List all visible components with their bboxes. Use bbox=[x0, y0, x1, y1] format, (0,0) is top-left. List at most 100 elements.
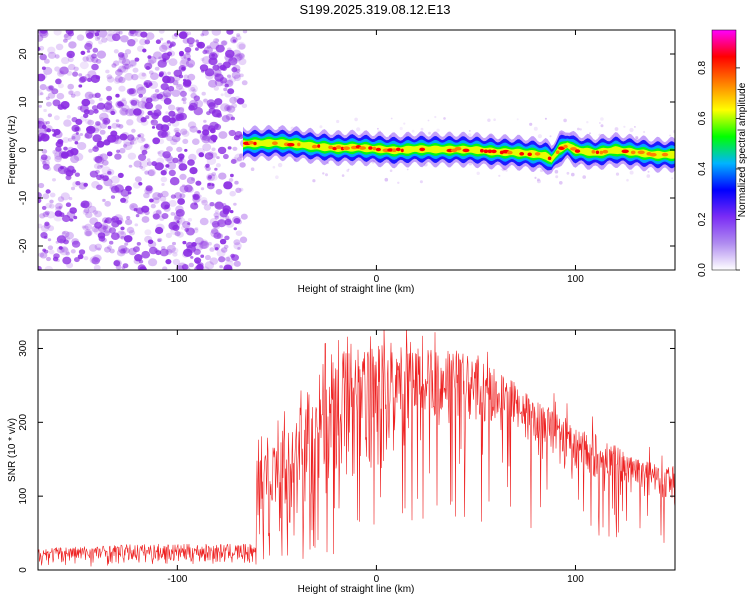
ridge-peak bbox=[343, 146, 350, 150]
noise-blob bbox=[106, 76, 115, 83]
noise-blob bbox=[110, 110, 116, 115]
noise-blob bbox=[52, 256, 59, 262]
noise-blob bbox=[116, 123, 121, 128]
noise-blob bbox=[228, 57, 238, 66]
noise-blob bbox=[237, 156, 242, 162]
ridge-peak bbox=[519, 152, 525, 156]
noise-blob bbox=[116, 249, 126, 257]
noise-blob bbox=[221, 114, 231, 123]
noise-blob bbox=[68, 197, 73, 201]
noise-blob bbox=[154, 66, 160, 71]
noise-blob bbox=[38, 117, 45, 124]
noise-blob bbox=[68, 63, 76, 71]
noise-blob bbox=[610, 135, 615, 139]
noise-blob bbox=[187, 217, 193, 222]
noise-blob bbox=[221, 40, 228, 46]
ridge-peak bbox=[287, 142, 295, 147]
snr-ticks: -100 0 100 0 100 200 300 bbox=[18, 330, 675, 585]
noise-blob bbox=[646, 174, 651, 178]
noise-blob bbox=[165, 259, 172, 265]
noise-blob bbox=[57, 165, 68, 175]
noise-blob bbox=[183, 53, 191, 60]
noise-blob bbox=[159, 37, 164, 41]
noise-blob bbox=[232, 146, 238, 151]
noise-blob bbox=[209, 257, 219, 265]
noise-blob bbox=[571, 172, 575, 177]
noise-blob bbox=[39, 30, 48, 34]
noise-blob bbox=[501, 167, 506, 172]
noise-blob bbox=[157, 239, 161, 242]
noise-blob bbox=[47, 225, 55, 232]
noise-blob bbox=[182, 220, 191, 229]
noise-blob bbox=[213, 232, 222, 240]
noise-blob bbox=[45, 202, 52, 209]
noise-blob bbox=[52, 178, 56, 182]
noise-blob bbox=[195, 47, 199, 51]
noise-blob bbox=[96, 184, 103, 191]
noise-blob bbox=[161, 213, 169, 219]
noise-blob bbox=[119, 147, 126, 154]
noise-blob bbox=[468, 130, 471, 132]
noise-blob bbox=[118, 57, 127, 64]
noise-blob bbox=[137, 136, 145, 144]
noise-blob bbox=[74, 172, 80, 177]
noise-blob bbox=[436, 128, 440, 132]
noise-blob bbox=[160, 124, 170, 132]
noise-blob bbox=[151, 126, 156, 129]
noise-blob bbox=[226, 255, 235, 263]
noise-blob bbox=[128, 230, 136, 236]
noise-blob bbox=[56, 246, 65, 254]
noise-blob bbox=[106, 100, 113, 106]
ridge-peak bbox=[392, 148, 397, 152]
noise-blob bbox=[179, 157, 184, 161]
noise-blob bbox=[172, 258, 181, 266]
noise-blob bbox=[84, 91, 94, 100]
noise-blob bbox=[95, 75, 101, 80]
noise-blob bbox=[93, 109, 99, 114]
noise-blob bbox=[109, 248, 115, 254]
noise-blob bbox=[38, 30, 48, 37]
noise-blob bbox=[179, 193, 186, 199]
noise-blob bbox=[78, 76, 86, 83]
noise-blob bbox=[144, 101, 154, 110]
noise-blob bbox=[93, 264, 101, 270]
ridge-peak bbox=[332, 146, 337, 151]
ridge-band bbox=[243, 139, 675, 163]
noise-blob bbox=[122, 247, 130, 254]
noise-blob bbox=[229, 76, 237, 83]
noise-blob bbox=[202, 49, 208, 55]
noise-blob bbox=[121, 132, 130, 139]
noise-blob bbox=[184, 148, 188, 152]
noise-blob bbox=[222, 207, 226, 211]
noise-blob bbox=[162, 89, 172, 98]
noise-blob bbox=[223, 181, 233, 190]
noise-blob bbox=[179, 59, 190, 68]
noise-blob bbox=[84, 91, 94, 100]
noise-blob bbox=[45, 189, 51, 194]
noise-blob bbox=[238, 53, 245, 59]
noise-blob bbox=[65, 202, 72, 207]
noise-blob bbox=[171, 89, 181, 97]
noise-blob bbox=[229, 210, 234, 214]
noise-blob bbox=[86, 127, 92, 132]
noise-blob bbox=[241, 103, 248, 109]
noise-blob bbox=[207, 241, 212, 246]
noise-blob bbox=[377, 127, 379, 130]
noise-blob bbox=[181, 251, 190, 258]
noise-blob bbox=[55, 78, 62, 85]
spectrogram-y-tick-label: 10 bbox=[18, 96, 29, 108]
noise-blob bbox=[174, 211, 184, 220]
noise-blob bbox=[39, 30, 49, 39]
noise-blob bbox=[157, 192, 163, 198]
noise-blob bbox=[529, 122, 533, 126]
noise-blob bbox=[213, 86, 219, 91]
noise-blob bbox=[226, 105, 236, 113]
noise-blob bbox=[83, 200, 93, 209]
noise-blob bbox=[578, 162, 581, 165]
noise-blob bbox=[44, 210, 50, 216]
noise-blob bbox=[209, 247, 215, 252]
noise-blob bbox=[55, 146, 62, 152]
noise-blob bbox=[89, 56, 94, 60]
noise-blob bbox=[128, 88, 136, 95]
noise-blob bbox=[41, 66, 46, 70]
